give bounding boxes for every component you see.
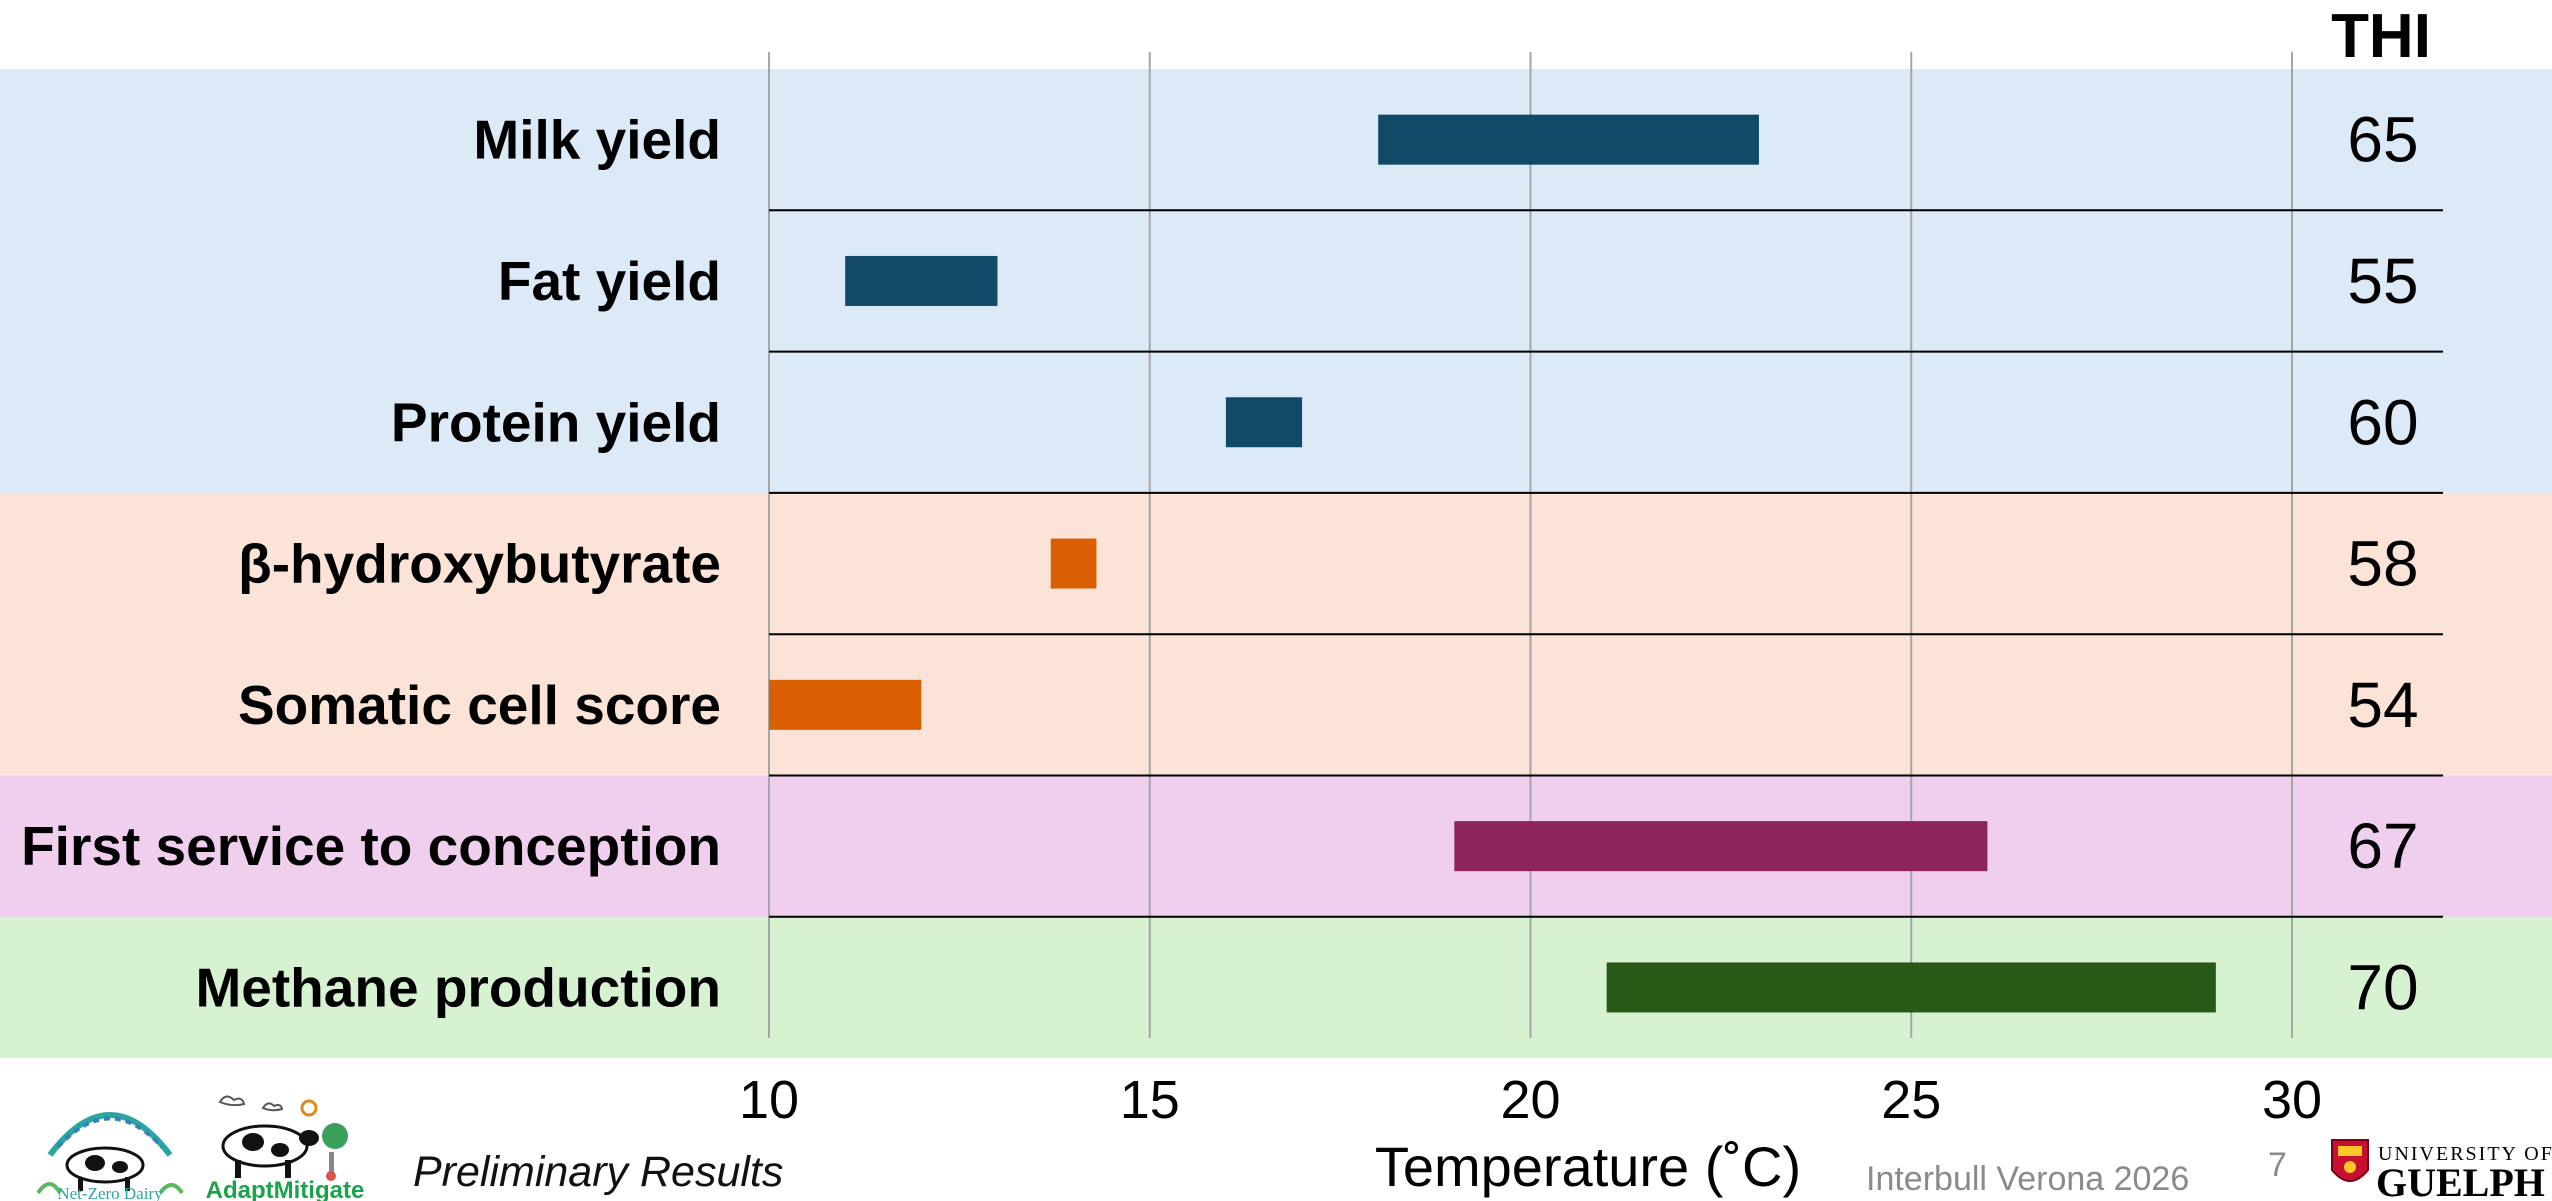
range-bar <box>1225 397 1303 448</box>
range-bar <box>1454 821 1988 872</box>
thi-value: 55 <box>2347 245 2418 317</box>
thi-value: 54 <box>2347 669 2418 741</box>
university-of-guelph-logo: UNIVERSITY OF GUELPH <box>2331 1139 2552 1201</box>
thi-column: THI 65 55 60 58 54 67 70 <box>2331 2 2431 1023</box>
range-bars <box>769 114 2216 1013</box>
event-name: Interbull Verona 2026 <box>1866 1160 2190 1198</box>
x-tick-label: 20 <box>1500 1070 1560 1130</box>
row-label: Fat yield <box>498 250 721 312</box>
row-labels: Milk yield Fat yield Protein yield β-hydrox… <box>21 109 721 1019</box>
range-bar <box>1378 114 1759 165</box>
row-label: Somatic cell score <box>238 674 721 736</box>
university-of-text: UNIVERSITY OF <box>2378 1143 2552 1165</box>
thi-value: 70 <box>2347 951 2418 1023</box>
x-tick-label: 10 <box>739 1070 799 1130</box>
guelph-text: GUELPH <box>2376 1160 2545 1201</box>
row-label: Protein yield <box>391 391 721 453</box>
adapt-mitigate-text: AdaptMitigate <box>206 1177 365 1201</box>
thi-value: 58 <box>2347 528 2418 600</box>
row-label: Methane production <box>195 956 721 1018</box>
page-number: 7 <box>2268 1146 2287 1184</box>
preliminary-results-note: Preliminary Results <box>413 1148 784 1196</box>
adapt-mitigate-logo: AdaptMitigate <box>206 1095 365 1201</box>
row-label: β-hydroxybutyrate <box>238 533 721 595</box>
x-tick-labels: 10 15 20 25 30 <box>739 1070 2322 1130</box>
row-label: Milk yield <box>473 109 721 171</box>
range-bar <box>1050 538 1097 589</box>
range-bar <box>845 255 998 306</box>
thi-header: THI <box>2331 2 2431 71</box>
thi-value: 67 <box>2347 810 2418 882</box>
range-bar <box>769 679 922 730</box>
thi-value: 65 <box>2347 104 2418 176</box>
range-bar <box>1606 962 2216 1013</box>
x-axis-title: Temperature (˚C) <box>1375 1135 1801 1198</box>
row-separators <box>769 209 2443 918</box>
row-label: First service to conception <box>21 815 721 877</box>
x-tick-label: 25 <box>1881 1070 1941 1130</box>
net-zero-dairy-logo: Net-Zero Dairy <box>36 1112 184 1201</box>
band-fertility <box>0 775 2552 917</box>
net-zero-dairy-text: Net-Zero Dairy <box>57 1184 163 1201</box>
x-tick-label: 15 <box>1120 1070 1180 1130</box>
thi-value: 60 <box>2347 386 2418 458</box>
x-tick-label: 30 <box>2262 1070 2322 1130</box>
gridlines <box>768 52 2293 1038</box>
